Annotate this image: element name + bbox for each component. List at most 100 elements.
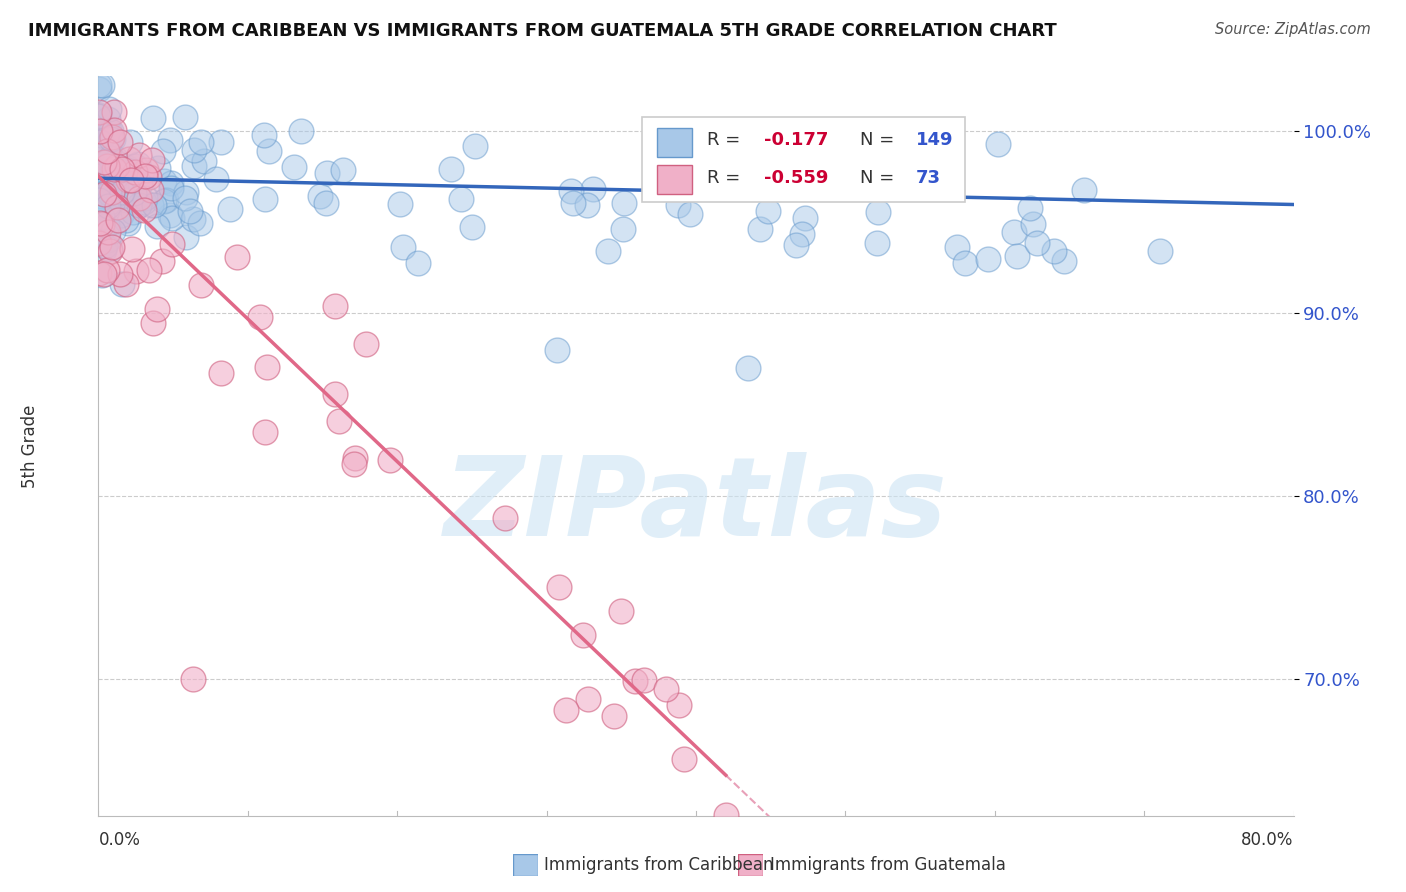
Point [101, 194, 124, 209]
Point [450, 193, 472, 207]
Point [188, 216, 211, 230]
Point [343, 457, 366, 471]
Point [89, 175, 111, 189]
Point [316, 166, 339, 180]
Point [1149, 244, 1171, 259]
Point [121, 243, 143, 257]
Point [89, 169, 111, 183]
Point [143, 198, 166, 212]
Point [977, 252, 1000, 267]
Point [101, 129, 124, 144]
Point [91, 268, 114, 282]
Point [209, 366, 232, 380]
Text: Source: ZipAtlas.com: Source: ZipAtlas.com [1215, 22, 1371, 37]
Point [1022, 217, 1045, 231]
Text: Immigrants from Caribbean: Immigrants from Caribbean [544, 856, 773, 874]
Point [945, 240, 967, 254]
Point [152, 144, 174, 158]
Point [1042, 244, 1064, 258]
Point [93, 268, 115, 282]
Point [87, 193, 110, 207]
Text: N =: N = [859, 131, 894, 149]
Point [613, 195, 636, 210]
Point [93, 155, 115, 169]
Point [114, 193, 136, 207]
Point [576, 198, 599, 212]
Point [1073, 183, 1095, 197]
Point [668, 698, 690, 713]
Point [141, 153, 163, 167]
Point [118, 152, 141, 166]
Point [392, 240, 415, 254]
Point [110, 135, 132, 149]
Point [98, 244, 121, 258]
Point [89, 135, 111, 149]
Point [283, 161, 305, 175]
Point [135, 163, 157, 178]
Text: 80.0%: 80.0% [1241, 830, 1294, 849]
Point [134, 195, 156, 210]
Point [190, 135, 212, 149]
Point [101, 240, 124, 254]
Point [1002, 225, 1025, 239]
Point [315, 195, 337, 210]
Point [97, 182, 120, 196]
Point [96, 159, 118, 173]
Point [548, 580, 571, 594]
Point [576, 692, 599, 706]
Point [181, 212, 204, 227]
Point [323, 387, 346, 401]
Point [128, 198, 150, 212]
Point [174, 230, 197, 244]
Point [546, 343, 568, 357]
Point [155, 194, 177, 208]
Point [174, 191, 197, 205]
Point [101, 163, 124, 178]
Point [714, 808, 737, 822]
Text: -0.559: -0.559 [763, 169, 828, 187]
Point [107, 213, 129, 227]
Point [87, 109, 110, 123]
Point [97, 233, 120, 247]
Point [582, 181, 605, 195]
Point [464, 139, 486, 153]
Point [692, 143, 714, 157]
Point [111, 185, 134, 199]
Point [104, 164, 127, 178]
Point [101, 224, 124, 238]
Point [110, 208, 132, 222]
FancyBboxPatch shape [657, 165, 692, 194]
Point [122, 186, 145, 201]
Point [89, 169, 111, 184]
Point [121, 205, 143, 219]
Point [440, 161, 463, 176]
Point [117, 216, 139, 230]
Point [104, 152, 127, 166]
Text: 149: 149 [915, 131, 953, 149]
Point [108, 267, 131, 281]
Point [118, 136, 141, 150]
Point [146, 219, 169, 233]
Point [87, 121, 110, 136]
Point [205, 171, 228, 186]
Point [179, 203, 201, 218]
Point [103, 123, 125, 137]
Point [554, 703, 576, 717]
Point [97, 199, 120, 213]
Point [128, 191, 150, 205]
Point [105, 200, 128, 214]
Point [253, 192, 276, 206]
Point [96, 202, 118, 217]
Point [328, 414, 350, 428]
Point [624, 674, 647, 689]
Point [494, 511, 516, 525]
FancyBboxPatch shape [657, 128, 692, 157]
Point [953, 256, 976, 270]
Point [134, 191, 156, 205]
Point [128, 177, 150, 191]
Point [91, 220, 114, 235]
Point [89, 105, 111, 120]
Text: ZIPatlas: ZIPatlas [444, 451, 948, 558]
Point [93, 243, 115, 257]
Point [104, 163, 127, 178]
